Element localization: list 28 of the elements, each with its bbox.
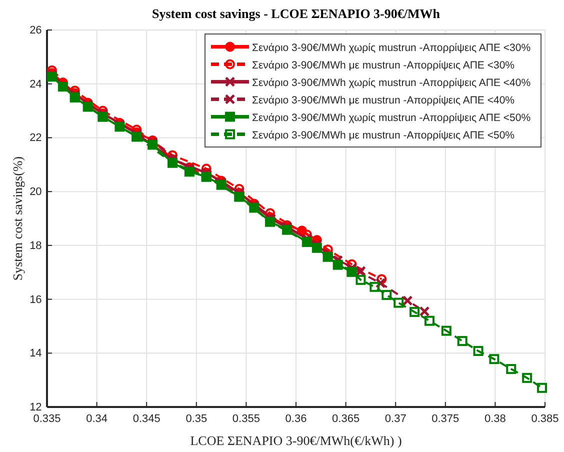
y-tick-label: 20 <box>30 186 42 198</box>
y-tick-label: 12 <box>30 402 42 414</box>
chart-title: System cost savings - LCOE ΣΕΝΑΡΙΟ 3-90€/MWh <box>152 6 441 21</box>
x-tick-label: 0.345 <box>132 413 160 426</box>
x-tick-label: 0.34 <box>86 413 108 426</box>
legend-label: Σενάριο 3-90€/MWh με mustrun -Απορρίψεις ΑΠΕ <40% <box>252 94 514 106</box>
legend-label: Σενάριο 3-90€/MWh χωρίς mustrun -Απορρίψεις ΑΠΕ <50% <box>252 112 531 124</box>
legend-label: Σενάριο 3-90€/MWh χωρίς mustrun -Απορρίψεις ΑΠΕ <30% <box>252 42 531 54</box>
y-tick-label: 16 <box>30 294 42 306</box>
y-tick-label: 14 <box>30 348 42 360</box>
y-axis-title: System cost savings(%) <box>10 156 25 281</box>
x-tick-label: 0.385 <box>531 413 559 426</box>
y-tick-label: 18 <box>30 240 42 252</box>
legend-label: Σενάριο 3-90€/MWh με mustrun -Απορρίψεις ΑΠΕ <30% <box>252 59 514 72</box>
x-tick-label: 0.355 <box>232 413 260 426</box>
x-tick-label: 0.38 <box>484 413 506 426</box>
legend-label: Σενάριο 3-90€/MWh χωρίς mustrun -Απορρίψεις ΑΠΕ <40% <box>252 76 531 89</box>
x-tick-label: 0.365 <box>332 413 360 426</box>
x-tick-label: 0.35 <box>186 413 208 426</box>
x-tick-label: 0.335 <box>33 413 61 426</box>
y-tick-label: 22 <box>30 132 42 144</box>
x-tick-label: 0.36 <box>285 413 307 426</box>
y-tick-label: 24 <box>30 78 42 90</box>
legend-label: Σενάριο 3-90€/MWh με mustrun -Απορρίψεις ΑΠΕ <50% <box>252 129 514 142</box>
y-tick-label: 26 <box>30 24 42 37</box>
x-tick-label: 0.37 <box>384 413 406 426</box>
x-axis-title: LCOE ΣΕΝΑΡΙΟ 3-90€/MWh(€/kWh) ) <box>190 433 402 448</box>
x-tick-label: 0.375 <box>432 413 460 426</box>
